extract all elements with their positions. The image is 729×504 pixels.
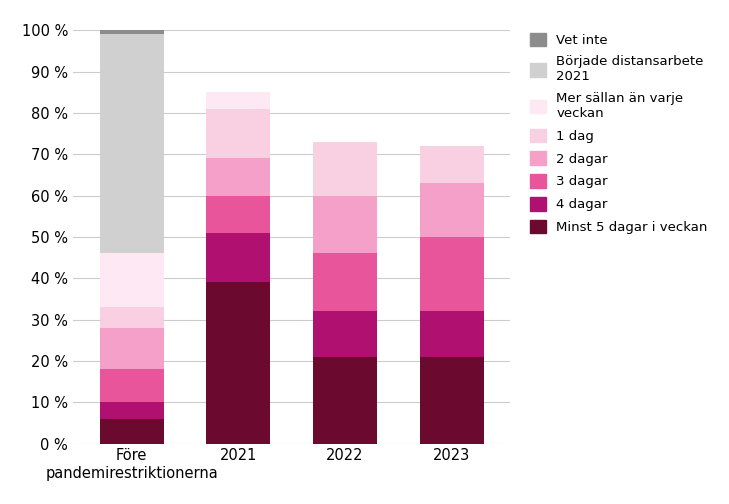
Bar: [313, 311, 377, 357]
Bar: [420, 183, 483, 237]
Bar: [206, 196, 270, 233]
Bar: [100, 328, 163, 369]
Bar: [100, 307, 163, 328]
Bar: [100, 369, 163, 402]
Bar: [420, 311, 483, 357]
Bar: [420, 237, 483, 311]
Bar: [420, 146, 483, 183]
Bar: [206, 109, 270, 158]
Bar: [100, 34, 163, 254]
Bar: [206, 233, 270, 282]
Bar: [313, 196, 377, 254]
Bar: [313, 142, 377, 196]
Bar: [100, 419, 163, 444]
Bar: [420, 357, 483, 444]
Bar: [313, 254, 377, 311]
Bar: [206, 282, 270, 444]
Legend: Vet inte, Började distansarbete
2021, Mer sällan än varje
veckan, 1 dag, 2 dagar: Vet inte, Började distansarbete 2021, Me…: [530, 33, 708, 234]
Bar: [100, 254, 163, 307]
Bar: [100, 26, 163, 34]
Bar: [100, 402, 163, 419]
Bar: [206, 92, 270, 109]
Bar: [206, 158, 270, 196]
Bar: [313, 357, 377, 444]
